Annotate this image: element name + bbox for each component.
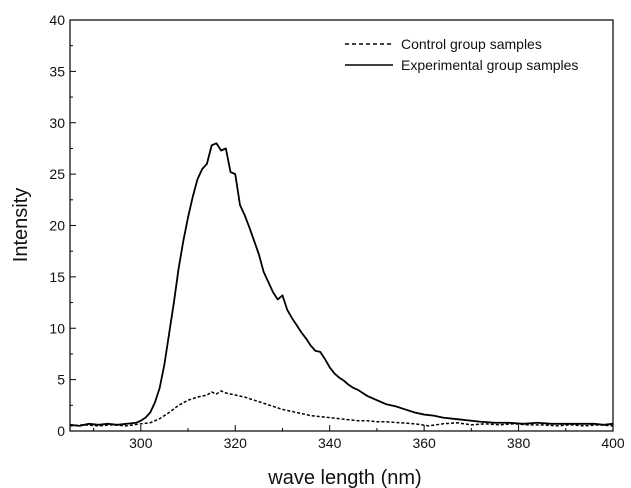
y-tick-label: 5 xyxy=(57,372,65,388)
y-tick-label: 35 xyxy=(49,63,65,79)
x-tick-label: 300 xyxy=(129,435,153,451)
x-tick-label: 320 xyxy=(224,435,248,451)
legend-label-experimental: Experimental group samples xyxy=(401,57,578,73)
x-tick-label: 400 xyxy=(601,435,625,451)
legend: Control group samples Experimental group… xyxy=(345,36,578,73)
series-line-experimental xyxy=(69,142,614,427)
y-tick-label: 30 xyxy=(49,115,65,131)
y-tick-label: 20 xyxy=(49,218,65,234)
series-line-control xyxy=(69,390,614,427)
x-tick-label: 360 xyxy=(412,435,436,451)
plot-area xyxy=(69,19,614,432)
y-tick-label: 0 xyxy=(57,423,65,439)
x-axis-title: wave length (nm) xyxy=(267,467,421,488)
x-tick-label: 340 xyxy=(318,435,342,451)
axis-layer: 300 320 340 360 380 400 0 5 10 15 20 25 30 35 40 xyxy=(49,12,624,451)
legend-label-control: Control group samples xyxy=(401,36,542,52)
y-tick-label: 40 xyxy=(49,12,65,28)
y-tick-label: 25 xyxy=(49,166,65,182)
series-layer xyxy=(69,142,614,427)
y-tick-label: 10 xyxy=(49,320,65,336)
x-tick-label: 380 xyxy=(507,435,531,451)
y-tick-label: 15 xyxy=(49,269,65,285)
plot-frame xyxy=(69,19,614,432)
y-axis-title: Intensity xyxy=(10,188,32,262)
